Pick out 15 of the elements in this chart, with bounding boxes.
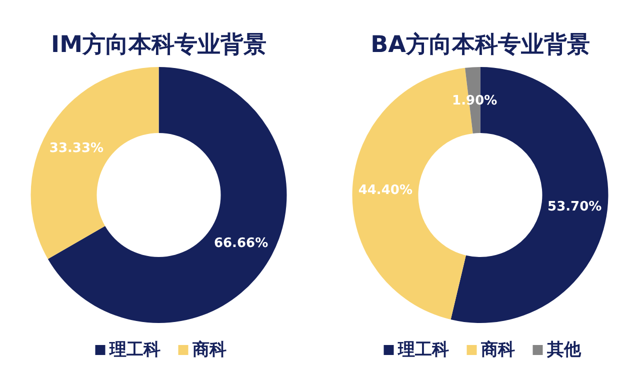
legend-label: 其他 <box>546 340 582 360</box>
data-label: 1.90% <box>452 94 498 109</box>
data-label: 44.40% <box>358 183 412 198</box>
donut-slice <box>48 67 287 323</box>
data-label: 53.70% <box>548 200 602 215</box>
chart-title: IM方向本科专业背景 <box>51 31 266 58</box>
legend-label: 商科 <box>191 340 226 360</box>
data-label: 66.66% <box>214 236 268 252</box>
data-label: 33.33% <box>49 141 104 156</box>
donut-slice <box>450 67 608 323</box>
chart-title: BA方向本科专业背景 <box>370 31 590 58</box>
legend-label: 商科 <box>480 340 515 360</box>
donut-slice <box>30 67 159 259</box>
legend-label: 理工科 <box>396 340 449 360</box>
legend-label: 理工科 <box>108 340 160 360</box>
